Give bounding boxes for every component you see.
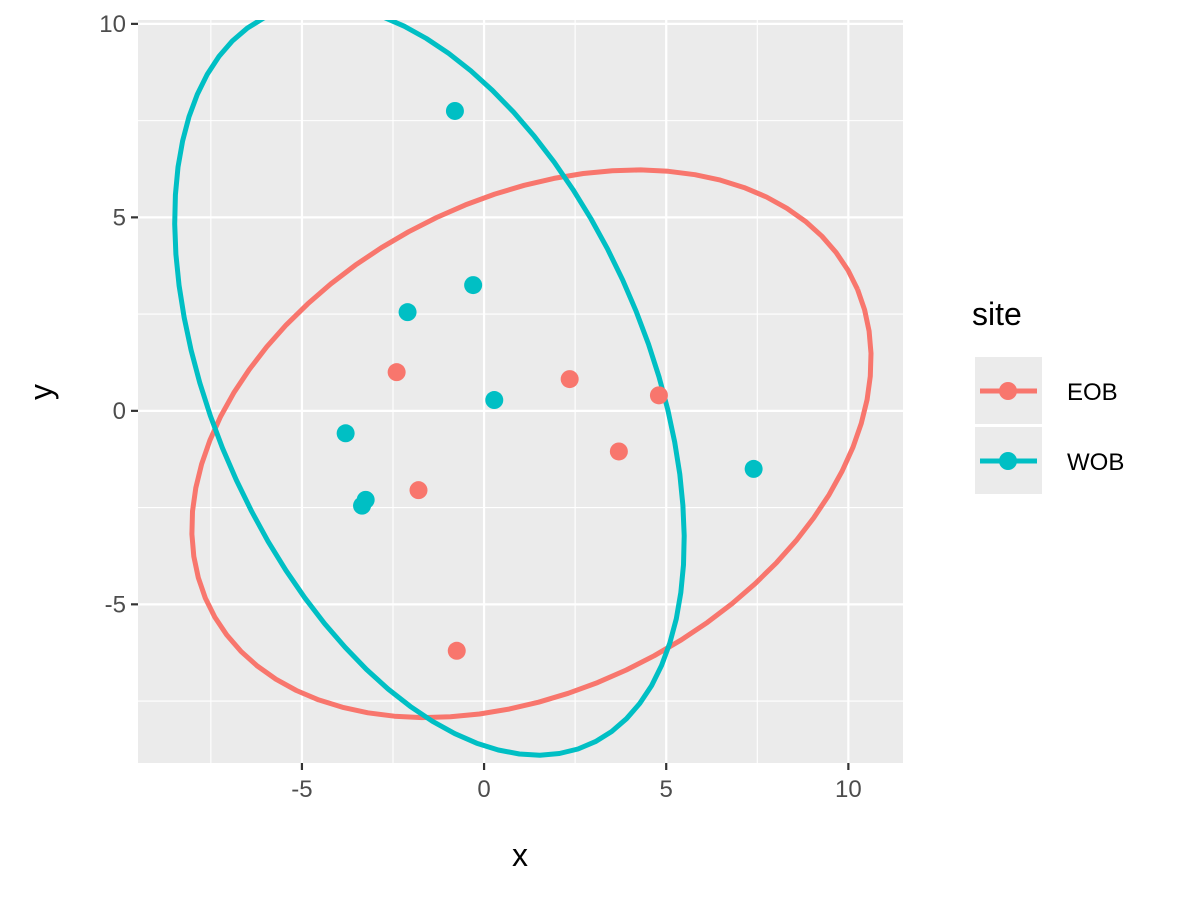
legend-label-wob: WOB — [1067, 449, 1124, 476]
x-tick-label: 0 — [477, 776, 490, 803]
legend-title: site — [972, 296, 1022, 332]
ellipse-wob — [172, 20, 687, 758]
point-wob — [353, 496, 372, 515]
point-eob — [387, 363, 406, 382]
major-gridlines — [138, 20, 903, 763]
y-tick-label: -5 — [105, 591, 126, 618]
point-eob — [649, 386, 668, 405]
legend-key-point — [999, 382, 1017, 400]
point-wob — [464, 276, 483, 295]
y-tick-label: 5 — [113, 204, 126, 231]
x-tick-label: -5 — [291, 776, 312, 803]
point-eob — [447, 641, 466, 660]
plot-panel — [138, 20, 903, 763]
x-axis-title: x — [512, 837, 528, 873]
point-wob — [336, 424, 355, 443]
x-tick-label: 5 — [660, 776, 673, 803]
point-eob — [609, 442, 628, 461]
y-tick-label: 0 — [113, 398, 126, 425]
point-wob — [398, 303, 417, 322]
minor-gridlines — [138, 20, 903, 763]
x-axis: -5 0 5 10 — [291, 763, 862, 803]
ellipse-eob — [189, 167, 874, 721]
point-wob — [744, 459, 763, 478]
point-wob — [445, 101, 464, 120]
legend: site EOB WOB — [972, 296, 1124, 494]
legend-key-point — [999, 452, 1017, 470]
y-axis: -5 0 5 10 — [99, 11, 138, 618]
confidence-ellipses — [172, 20, 874, 758]
point-eob — [560, 370, 579, 389]
x-tick-label: 10 — [835, 776, 862, 803]
legend-label-eob: EOB — [1067, 379, 1118, 406]
data-points — [336, 101, 763, 660]
y-axis-title: y — [23, 384, 59, 400]
y-tick-label: 10 — [99, 11, 126, 38]
point-eob — [409, 481, 428, 500]
point-wob — [485, 391, 504, 410]
